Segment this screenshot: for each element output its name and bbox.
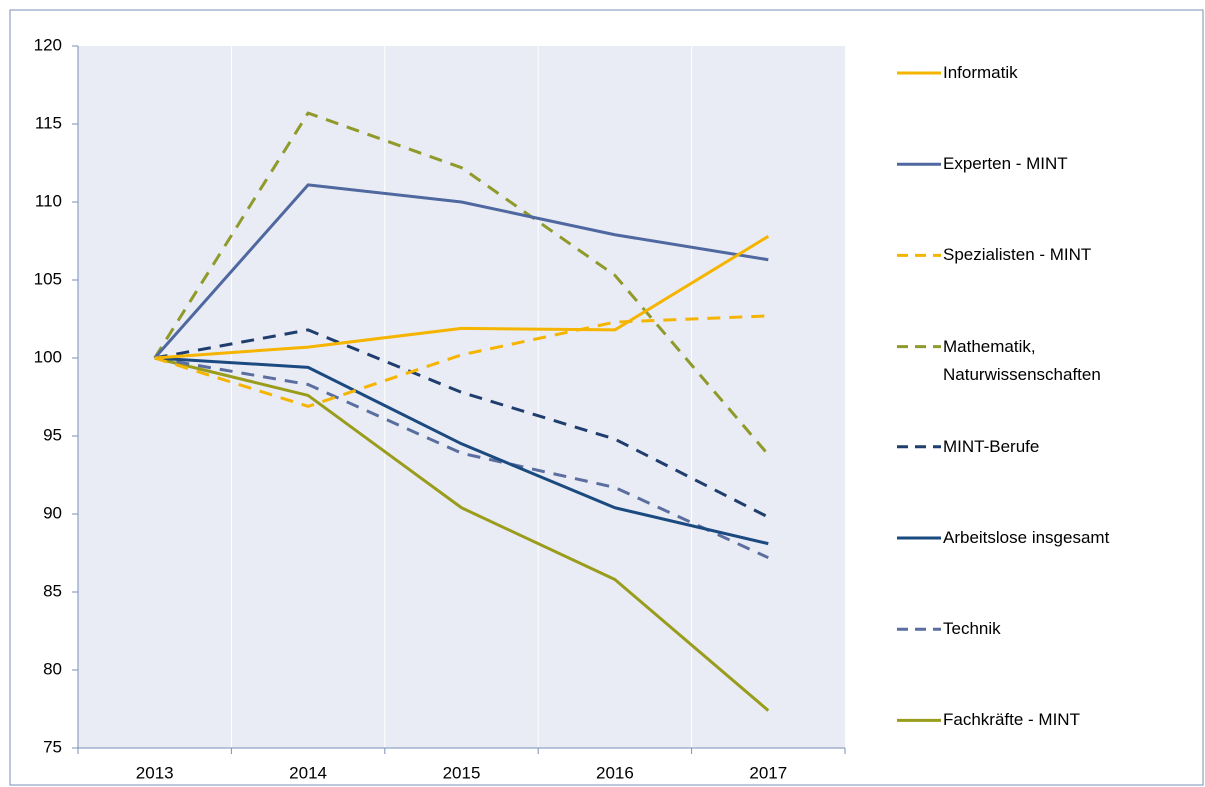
- x-tick-label: 2016: [596, 763, 634, 782]
- series-line: [154, 314, 769, 408]
- legend-label: Spezialisten - MINT: [943, 245, 1092, 265]
- y-tick-label: 95: [43, 425, 62, 444]
- legend-item: Technik: [943, 619, 1001, 639]
- legend-label: Mathematik, Naturwissenschaften: [943, 336, 1101, 384]
- legend-label: MINT-Berufe: [943, 436, 1040, 456]
- legend-item: Informatik: [943, 63, 1018, 82]
- series-line: [154, 328, 769, 519]
- legend-label: Informatik: [943, 63, 1018, 82]
- legend-label: Arbeitslose insgesamt: [943, 528, 1110, 547]
- y-tick-label: 110: [35, 191, 62, 210]
- y-tick-label: 120: [34, 35, 62, 54]
- series-line: [154, 235, 770, 360]
- series-line: [153, 111, 770, 456]
- legend-label: Technik: [943, 619, 1001, 639]
- plot-area: [78, 46, 845, 748]
- legend-label: Fachkräfte - MINT: [943, 710, 1080, 730]
- y-tick-label: 105: [34, 269, 62, 288]
- x-tick-label: 2013: [136, 763, 174, 782]
- y-tick-label: 75: [43, 737, 62, 756]
- y-tick-label: 80: [43, 659, 62, 678]
- x-tick-label: 2014: [289, 763, 327, 782]
- legend-label: Experten - MINT: [943, 154, 1068, 174]
- y-tick-label: 85: [43, 581, 62, 600]
- legend-item: Arbeitslose insgesamt: [943, 528, 1110, 547]
- legend-item: MINT-Berufe: [943, 436, 1040, 456]
- x-tick-label: 2017: [749, 763, 787, 782]
- series-line: [153, 183, 769, 359]
- y-tick-label: 90: [43, 503, 62, 522]
- series-line: [154, 356, 770, 712]
- legend-item: Mathematik, Naturwissenschaften: [943, 336, 1101, 384]
- frame: [9, 9, 1204, 786]
- y-tick-label: 115: [35, 113, 62, 132]
- series-line: [154, 356, 769, 560]
- x-tick-label: 2015: [443, 763, 481, 782]
- legend-item: Fachkräfte - MINT: [943, 710, 1080, 730]
- legend-item: Experten - MINT: [943, 154, 1068, 174]
- legend-item: Spezialisten - MINT: [943, 245, 1092, 265]
- series-line: [154, 356, 769, 546]
- y-tick-label: 100: [34, 347, 62, 366]
